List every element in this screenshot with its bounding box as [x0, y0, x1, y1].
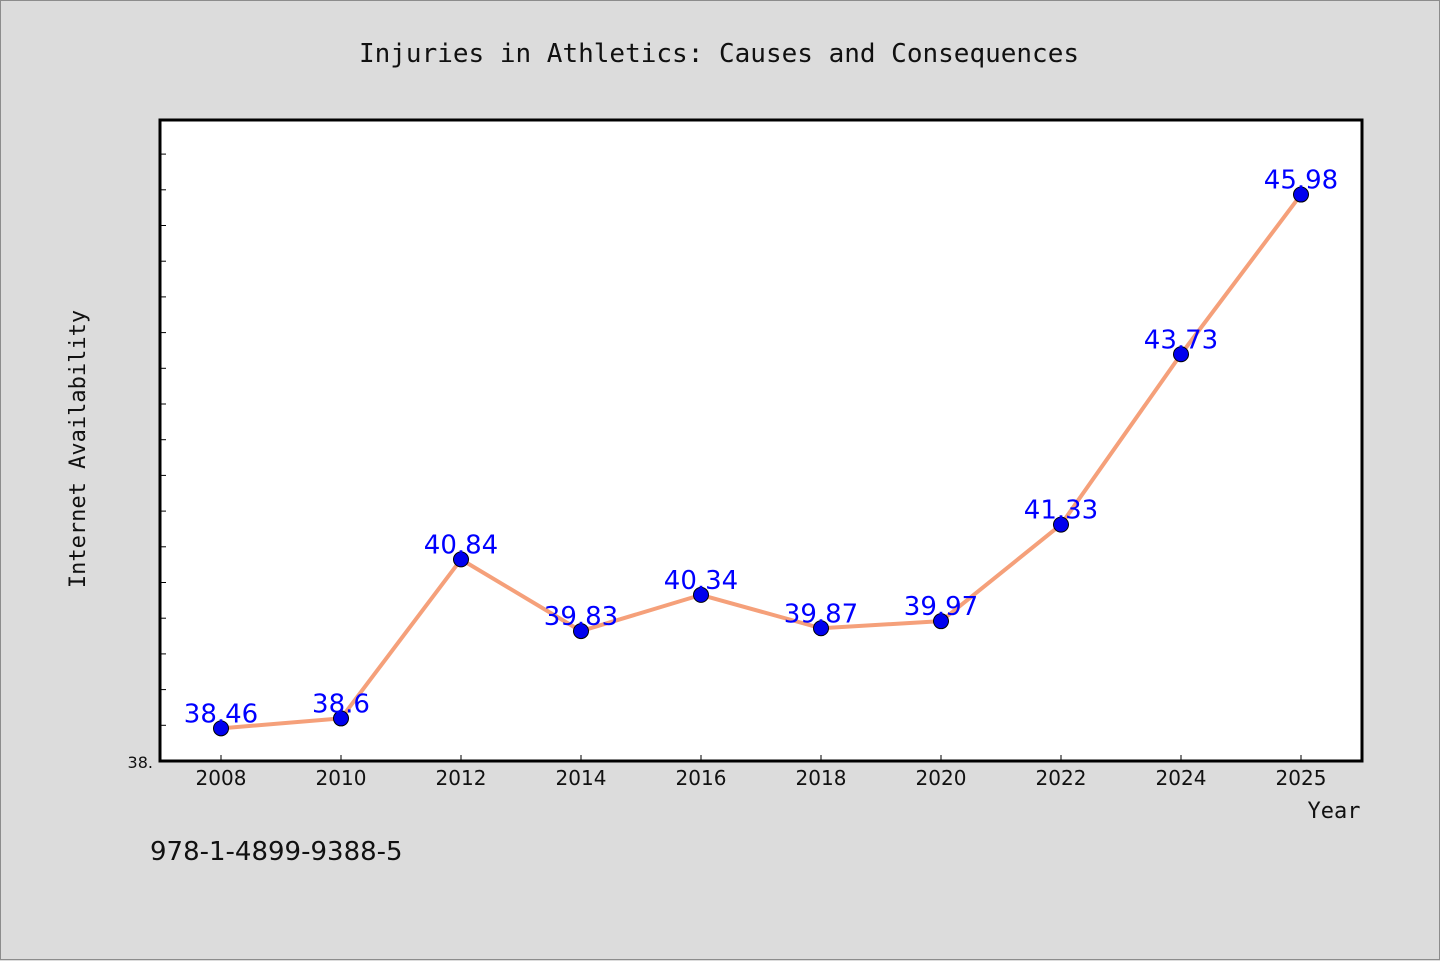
data-label: 39.87 — [784, 599, 858, 629]
x-tick-label: 2018 — [796, 766, 847, 790]
data-point — [1173, 346, 1189, 363]
data-label: 43.73 — [1144, 325, 1218, 355]
series-line — [219, 192, 1303, 731]
data-point — [933, 613, 949, 630]
x-tick-label: 2008 — [196, 766, 247, 790]
data-point — [1293, 186, 1309, 203]
isbn-text: 978-1-4899-9388-5 — [150, 837, 403, 867]
x-tick-label: 2016 — [676, 766, 727, 790]
x-tick-label: 2025 — [1276, 766, 1327, 790]
data-label: 40.34 — [664, 566, 738, 596]
data-point — [333, 710, 349, 727]
data-label: 38.6 — [312, 689, 370, 719]
series-line-group: 38.46 38.6 40.84 39.83 40.34 39.87 39.97 41.33 4… — [184, 166, 1338, 737]
data-label: 40.84 — [424, 530, 498, 560]
chart-title: Injuries in Athletics: Causes and Conseq… — [359, 39, 1079, 69]
data-point — [453, 551, 469, 568]
x-tick-label: 2014 — [556, 766, 607, 790]
x-tick-label: 2012 — [436, 766, 487, 790]
x-tick-label: 2020 — [916, 766, 967, 790]
data-point — [693, 586, 709, 603]
x-tick-label: 2024 — [1156, 766, 1207, 790]
plot-area — [158, 118, 1364, 763]
x-axis-label: Year — [1308, 799, 1361, 824]
data-point — [213, 720, 229, 737]
x-tick-label: 2022 — [1036, 766, 1087, 790]
y-tick-label: 38. — [128, 753, 153, 772]
data-point — [573, 623, 589, 640]
data-label: 39.83 — [544, 602, 618, 632]
y-axis-ticks — [160, 153, 166, 762]
data-point — [1053, 516, 1069, 533]
y-axis-label: Internet Availability — [66, 310, 91, 588]
x-tick-label: 2010 — [316, 766, 367, 790]
data-point — [813, 620, 829, 637]
data-label: 39.97 — [904, 592, 978, 622]
data-label: 41.33 — [1024, 496, 1098, 526]
x-axis-ticks: 2008 2010 2012 2014 2016 2018 2020 2022 2024 2025 — [196, 755, 1327, 790]
data-label: 38.46 — [184, 699, 258, 729]
data-label: 45.98 — [1264, 166, 1338, 196]
